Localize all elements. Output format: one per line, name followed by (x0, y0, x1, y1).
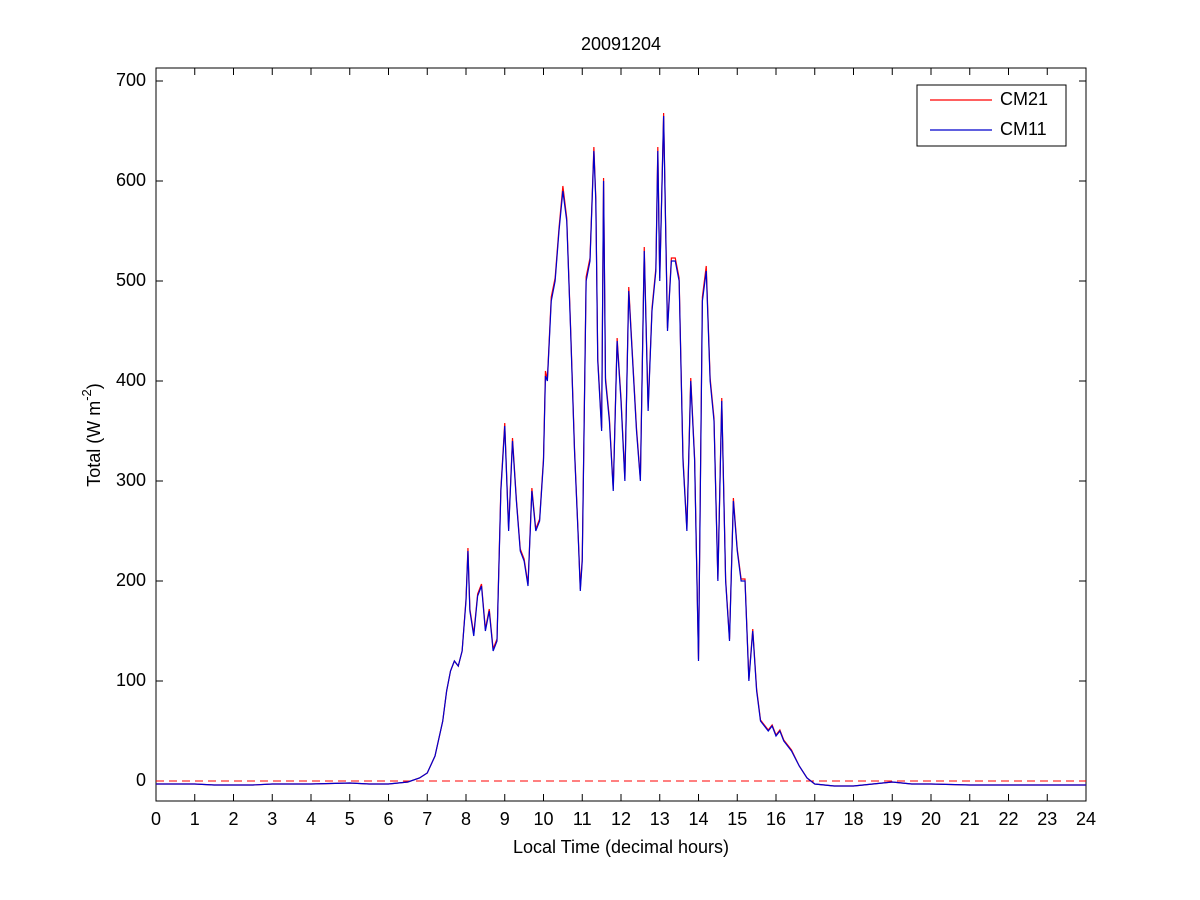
x-tick-label: 6 (383, 809, 393, 829)
x-tick-label: 12 (611, 809, 631, 829)
x-tick-label: 0 (151, 809, 161, 829)
x-tick-label: 5 (345, 809, 355, 829)
x-tick-label: 14 (688, 809, 708, 829)
x-tick-label: 17 (805, 809, 825, 829)
x-tick-label: 3 (267, 809, 277, 829)
x-tick-label: 20 (921, 809, 941, 829)
line-series (156, 115, 1086, 787)
plot-area (155, 67, 1087, 802)
y-tick-label: 300 (116, 470, 146, 490)
x-tick-label: 19 (882, 809, 902, 829)
x-tick-label: 13 (650, 809, 670, 829)
x-tick-label: 16 (766, 809, 786, 829)
x-tick-label: 21 (960, 809, 980, 829)
x-tick-label: 24 (1076, 809, 1096, 829)
legend-label: CM11 (1000, 119, 1047, 139)
x-tick-label: 1 (190, 809, 200, 829)
y-tick-label: 400 (116, 370, 146, 390)
x-tick-label: 22 (998, 809, 1018, 829)
x-tick-label: 15 (727, 809, 747, 829)
x-tick-label: 4 (306, 809, 316, 829)
y-tick-label: 700 (116, 70, 146, 90)
y-tick-label: 600 (116, 170, 146, 190)
y-tick-label: 100 (116, 670, 146, 690)
y-axis-label: Total (W m-2) (79, 383, 103, 487)
x-tick-label: 7 (422, 809, 432, 829)
x-axis-label: Local Time (decimal hours) (513, 837, 729, 857)
x-tick-label: 23 (1037, 809, 1057, 829)
y-tick-label: 200 (116, 570, 146, 590)
y-tick-label: 0 (136, 770, 146, 790)
y-label-suffix: ) (84, 383, 104, 389)
y-tick-label: 500 (116, 270, 146, 290)
x-tick-label: 9 (500, 809, 510, 829)
x-tick-label: 11 (573, 809, 592, 829)
y-label-sup: -2 (79, 389, 94, 401)
y-label-text: Total (W m (84, 401, 104, 487)
x-tick-label: 8 (461, 809, 471, 829)
x-tick-label: 2 (228, 809, 238, 829)
legend-label: CM21 (1000, 89, 1048, 109)
chart-title: 20091204 (581, 34, 661, 54)
legend-box (916, 84, 1067, 147)
x-tick-label: 10 (533, 809, 553, 829)
x-tick-label: 18 (843, 809, 863, 829)
